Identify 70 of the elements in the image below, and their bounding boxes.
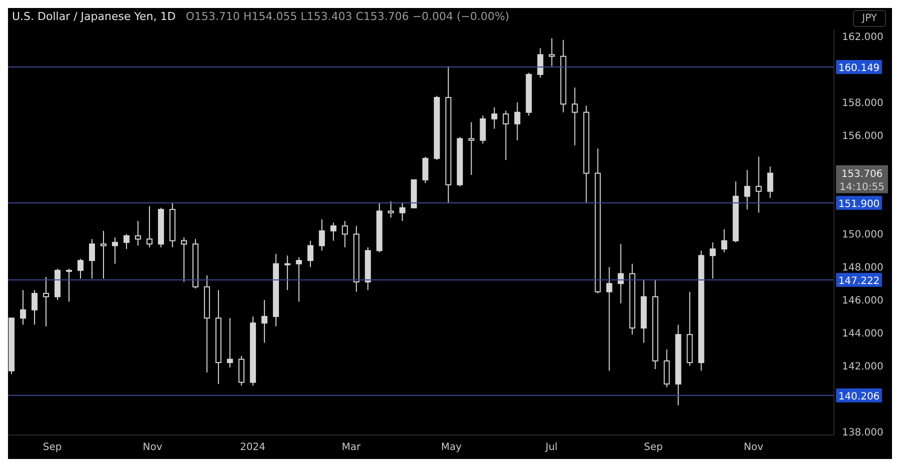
candlestick xyxy=(756,156,762,214)
candlestick xyxy=(721,228,728,253)
x-tick-label: Nov xyxy=(142,442,162,454)
ref-line-label: 140.206 xyxy=(838,391,880,402)
text: JPY xyxy=(853,10,886,27)
x-tick-label: Mar xyxy=(342,442,362,454)
candlestick xyxy=(330,222,336,242)
candlestick xyxy=(675,324,682,406)
candlestick xyxy=(640,280,647,344)
candlestick xyxy=(353,225,360,292)
chart-title: U.S. Dollar / Japanese Yen, 1D xyxy=(12,10,176,23)
candlestick xyxy=(744,169,750,210)
y-tick-label: 150.000 xyxy=(842,230,884,241)
text: 14:10:55 xyxy=(840,182,884,194)
ref-line-label: 160.149 xyxy=(838,63,880,74)
chart-subtitle: O153.710 H154.055 L153.403 C153.706 −0.004 (−0.00%) xyxy=(186,10,510,23)
candlestick xyxy=(112,236,118,264)
candlestick xyxy=(204,274,210,373)
candlestick xyxy=(767,166,774,198)
ref-line-label: 147.222 xyxy=(838,276,880,287)
candlestick xyxy=(43,276,50,327)
candlestick xyxy=(134,220,141,246)
x-tick-label: May xyxy=(441,442,462,454)
candlestick xyxy=(491,106,498,130)
y-tick-label: 142.000 xyxy=(842,361,884,372)
candlestick xyxy=(261,300,268,344)
candlestick xyxy=(342,220,348,248)
y-tick-label: 156.000 xyxy=(842,130,884,142)
candlestick xyxy=(502,110,509,161)
candlestick xyxy=(89,238,95,280)
candlestick xyxy=(606,266,612,372)
x-tick-label: Jul xyxy=(544,442,558,454)
candlestick xyxy=(686,291,693,366)
candlestick xyxy=(445,66,452,204)
candlestick xyxy=(560,39,566,113)
y-tick-label: 148.000 xyxy=(842,262,884,274)
candlestick xyxy=(629,263,636,336)
x-tick-label: Sep xyxy=(644,442,663,454)
candlestick xyxy=(272,253,279,327)
x-tick-label: 2024 xyxy=(240,442,266,454)
candlestick xyxy=(664,348,670,388)
y-tick-label: 146.000 xyxy=(842,296,884,307)
candlestick xyxy=(514,102,520,141)
candlestick xyxy=(226,318,233,368)
ref-line-label: 151.900 xyxy=(838,198,880,210)
candlestick xyxy=(698,250,704,372)
candlestick xyxy=(548,38,555,67)
candlestick xyxy=(618,244,624,304)
candlestick xyxy=(583,105,590,204)
candlestick xyxy=(710,242,716,280)
candlestick xyxy=(318,218,325,252)
x-tick-label: Nov xyxy=(744,442,764,454)
candlestick xyxy=(215,290,222,384)
candlestick xyxy=(572,87,578,146)
candlestick xyxy=(32,290,38,326)
candlestick xyxy=(296,256,302,302)
text: 153.706 xyxy=(841,169,883,180)
candlestick xyxy=(100,230,106,280)
y-tick-label: 158.000 xyxy=(842,98,884,109)
y-tick-label: 144.000 xyxy=(842,328,884,340)
candlestick xyxy=(388,200,394,218)
y-tick-label: 162.000 xyxy=(842,32,884,44)
candlestick xyxy=(20,290,26,326)
candlestick xyxy=(652,280,658,370)
candlestick xyxy=(284,255,290,291)
x-tick-label: Sep xyxy=(42,442,62,454)
candlestick xyxy=(307,240,314,268)
candlestick xyxy=(468,122,474,176)
candlestick xyxy=(146,206,152,248)
y-tick-label: 138.000 xyxy=(842,427,884,438)
